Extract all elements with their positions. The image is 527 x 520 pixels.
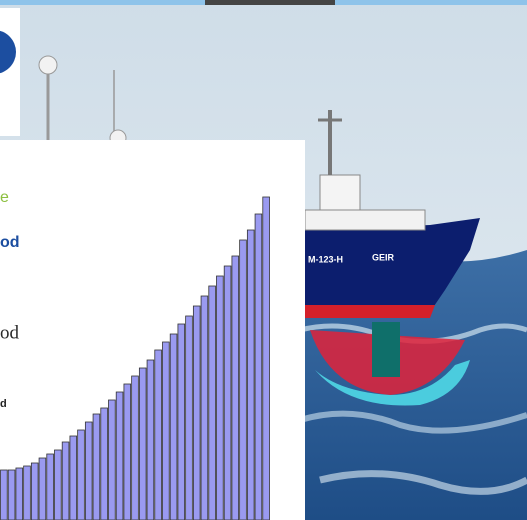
ship-name: GEIR: [372, 252, 395, 262]
bar: [39, 458, 46, 520]
bar: [124, 384, 131, 520]
bar: [232, 256, 239, 520]
bar: [1, 470, 8, 520]
bar: [217, 276, 224, 520]
bar: [16, 468, 23, 520]
bar: [224, 266, 231, 520]
hull-number: M-123-H: [308, 254, 343, 264]
bar: [62, 442, 69, 520]
transducer: [372, 322, 400, 377]
hull-stripe: [305, 305, 435, 318]
bar: [132, 376, 139, 520]
bar: [186, 316, 193, 520]
bar: [78, 430, 85, 520]
bar: [255, 214, 262, 520]
bar: [240, 240, 247, 520]
bar: [201, 296, 208, 520]
fragment: od: [0, 322, 20, 343]
bar: [109, 400, 116, 520]
scene: M-123-H GEIR e od od d: [0, 0, 527, 520]
bridge: [320, 175, 360, 210]
fragment: d: [0, 398, 7, 410]
bar: [193, 306, 200, 520]
collage: M-123-H GEIR e od od d: [0, 0, 527, 520]
bar: [101, 408, 108, 520]
bar: [155, 350, 162, 520]
bar: [163, 342, 170, 520]
bar: [47, 454, 54, 520]
bar: [31, 463, 38, 520]
bar: [247, 230, 254, 520]
bar: [116, 392, 123, 520]
radome: [39, 56, 57, 74]
bar: [8, 470, 15, 520]
deck: [305, 210, 425, 230]
top-image-edge: [205, 0, 335, 5]
bar: [70, 436, 77, 520]
bar: [178, 324, 185, 520]
bar: [55, 450, 62, 520]
bar: [85, 422, 92, 520]
fragment: e: [0, 189, 9, 206]
bar: [209, 286, 216, 520]
bar: [93, 414, 100, 520]
bar: [170, 334, 177, 520]
bar: [263, 197, 270, 520]
fragment: od: [0, 234, 20, 251]
bar: [24, 466, 31, 520]
bar: [147, 360, 154, 520]
bar: [139, 368, 146, 520]
